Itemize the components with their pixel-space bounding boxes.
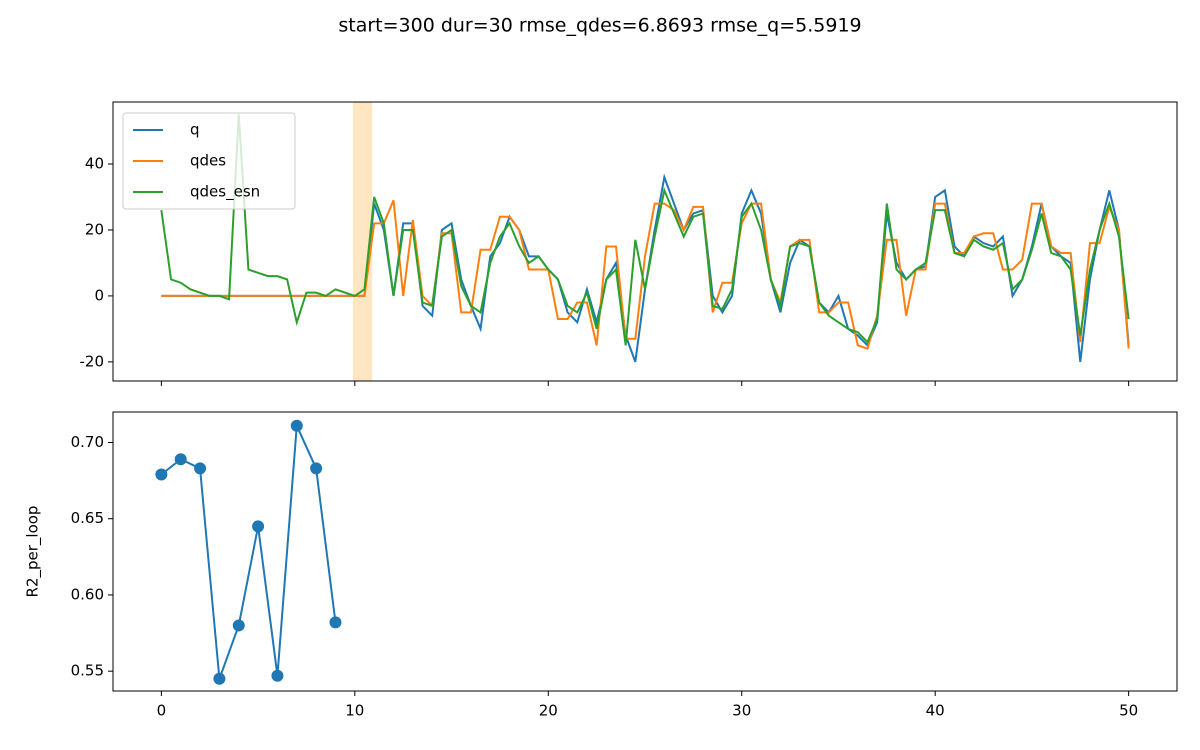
x-tick-label: 20 [539,702,558,720]
y-tick-label: -20 [80,352,105,370]
y-tick-label: 0.70 [71,433,104,451]
point [194,462,207,475]
x-tick-label: 40 [926,702,945,720]
y-tick-label: 0.60 [71,585,104,603]
x-tick-label: 30 [732,702,751,720]
series-line [160,425,337,680]
y-tick-label: 20 [85,220,104,238]
legend-box [122,112,296,210]
highlight-span [352,102,373,381]
point [155,468,168,481]
point [310,462,323,475]
point [290,419,303,432]
point [232,619,245,632]
x-tick-label: 0 [157,702,167,720]
series-line [160,114,1130,346]
series-line [161,199,1130,350]
figure-title: start=300 dur=30 rmse_qdes=6.8693 rmse_q… [338,15,861,37]
point [329,616,342,629]
axes-frame [112,101,1178,382]
point [174,453,187,466]
legend-label: q [190,121,200,139]
y-tick-label: 0.55 [71,662,104,680]
x-tick-label: 50 [1119,702,1138,720]
y-axis-label: R2_per_loop [24,506,43,598]
point [213,672,226,685]
y-tick-label: 0 [94,286,104,304]
x-tick-label: 10 [345,702,364,720]
point [252,520,265,533]
y-tick-label: 40 [85,155,104,173]
point [271,669,284,682]
legend-label: qdes_esn [190,183,260,202]
axes-frame [112,411,1178,692]
y-tick-label: 0.65 [71,509,104,527]
legend-label: qdes [190,152,226,170]
